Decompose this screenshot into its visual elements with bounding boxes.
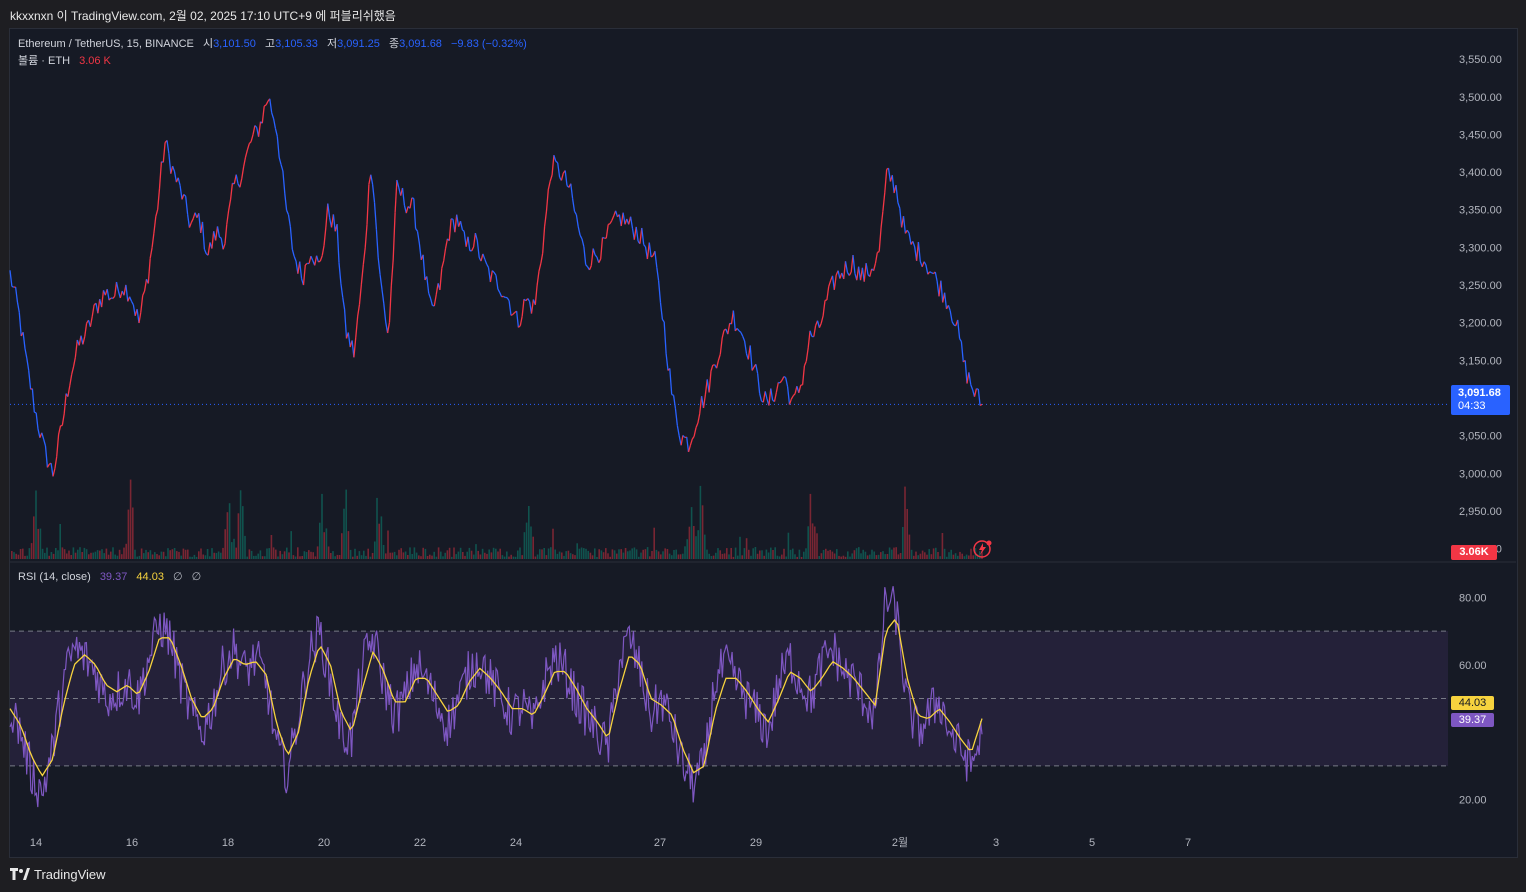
last-price-badge: 3,091.68 04:33 <box>1451 385 1510 415</box>
rsi-extra-1: ∅ <box>173 571 183 583</box>
rsi-legend-value: 39.37 <box>99 571 128 583</box>
volume-legend: 볼륨 · ETH 3.06 K <box>18 52 111 68</box>
high-label: 고 <box>264 38 276 50</box>
rsi-legend: RSI (14, close) 39.37 44.03 ∅ ∅ <box>18 570 201 583</box>
tradingview-logo[interactable]: TradingView <box>10 867 106 882</box>
footer-bar: TradingView <box>0 860 1526 892</box>
change-value: −9.83 (−0.32%) <box>451 38 527 50</box>
last-price: 3,091.68 <box>1458 387 1501 399</box>
volume-value: 3.06 K <box>79 55 111 67</box>
rsi-extra-2: ∅ <box>191 571 202 583</box>
low-value: 3,091.25 <box>337 38 380 50</box>
volume-badge: 3.06K <box>1451 545 1497 560</box>
tradingview-logo-icon <box>10 867 30 880</box>
open-label: 시 <box>202 38 214 50</box>
low-label: 저 <box>326 38 338 50</box>
price-legend: Ethereum / TetherUS, 15, BINANCE 시3,101.… <box>18 35 527 51</box>
candle-countdown: 04:33 <box>1458 400 1486 412</box>
tradingview-wordmark: TradingView <box>34 867 106 882</box>
chart-frame[interactable] <box>9 28 1518 858</box>
rsi-ma-badge: 44.03 <box>1451 696 1494 710</box>
rsi-ma-legend-value: 44.03 <box>136 571 164 583</box>
top-caption-bar: kkxxnxn 이 TradingView.com, 2월 02, 2025 1… <box>0 0 1526 28</box>
high-value: 3,105.33 <box>275 38 318 50</box>
symbol-label[interactable]: Ethereum / TetherUS, 15, BINANCE <box>18 38 194 50</box>
publish-caption: kkxxnxn 이 TradingView.com, 2월 02, 2025 1… <box>10 9 396 23</box>
volume-label[interactable]: 볼륨 · ETH <box>18 55 71 67</box>
close-value: 3,091.68 <box>399 38 442 50</box>
close-label: 종 <box>388 38 400 50</box>
open-value: 3,101.50 <box>213 38 256 50</box>
rsi-title[interactable]: RSI (14, close) <box>18 571 91 583</box>
rsi-badge: 39.37 <box>1451 713 1494 727</box>
